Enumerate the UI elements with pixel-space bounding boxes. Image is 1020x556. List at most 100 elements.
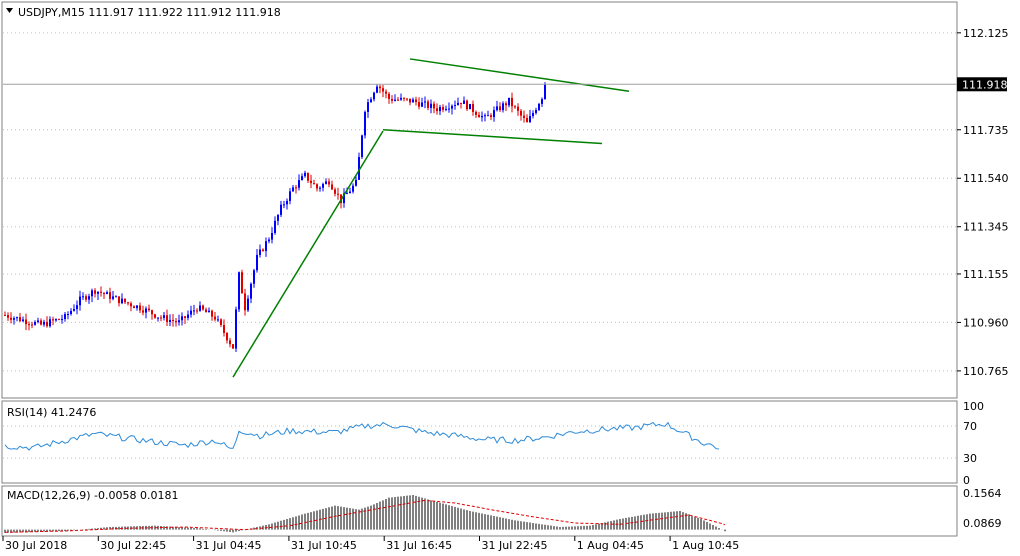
candle-bearish bbox=[415, 99, 417, 103]
candle-bearish bbox=[196, 310, 198, 312]
rsi-tick-label: 0 bbox=[963, 474, 970, 487]
candle-bullish bbox=[298, 180, 300, 188]
candle-bearish bbox=[130, 303, 132, 307]
candle-bullish bbox=[238, 272, 240, 310]
rsi-panel[interactable]: RSI(14) 41.2476 100 70 30 0 bbox=[1, 400, 984, 487]
time-tick-label: 1 Aug 10:45 bbox=[672, 539, 739, 552]
candle-bearish bbox=[418, 102, 420, 107]
price-tick-label: 110.960 bbox=[963, 316, 1009, 329]
candle-bearish bbox=[109, 292, 111, 299]
candle-bearish bbox=[172, 319, 174, 322]
candle-bullish bbox=[259, 249, 261, 255]
candle-bearish bbox=[388, 93, 390, 99]
candle-bearish bbox=[427, 101, 429, 108]
candle-bearish bbox=[409, 98, 411, 103]
candle-bullish bbox=[247, 298, 249, 311]
candle-bearish bbox=[472, 103, 474, 112]
rsi-tick-label: 70 bbox=[963, 420, 977, 433]
candle-bearish bbox=[382, 88, 384, 92]
candle-bullish bbox=[157, 317, 159, 319]
candle-bullish bbox=[481, 115, 483, 118]
candle-bullish bbox=[43, 321, 45, 325]
candle-bearish bbox=[19, 317, 21, 322]
candle-bearish bbox=[337, 193, 339, 195]
candle-bullish bbox=[532, 113, 534, 117]
macd-panel[interactable]: MACD(12,26,9) -0.0058 0.0181 0.1564 0.086… bbox=[1, 485, 1002, 537]
candle-bullish bbox=[394, 99, 396, 101]
candle-bearish bbox=[202, 305, 204, 310]
candle-bullish bbox=[250, 283, 252, 299]
candle-bullish bbox=[37, 320, 39, 322]
candle-bearish bbox=[100, 291, 102, 293]
candle-bullish bbox=[208, 310, 210, 313]
candle-bullish bbox=[82, 296, 84, 298]
candle-bullish bbox=[178, 320, 180, 323]
candle-bearish bbox=[385, 91, 387, 94]
candle-bearish bbox=[40, 320, 42, 325]
candle-bullish bbox=[454, 104, 456, 106]
candle-bullish bbox=[253, 270, 255, 284]
candle-bullish bbox=[370, 99, 372, 103]
candle-bullish bbox=[319, 187, 321, 189]
candle-bearish bbox=[103, 292, 105, 295]
candle-bearish bbox=[499, 106, 501, 111]
candle-bearish bbox=[151, 310, 153, 315]
candle-bullish bbox=[322, 183, 324, 188]
candle-bullish bbox=[508, 97, 510, 106]
candle-bullish bbox=[400, 97, 402, 100]
candle-bearish bbox=[52, 319, 54, 321]
candle-bullish bbox=[283, 204, 285, 206]
candle-bullish bbox=[301, 176, 303, 181]
candle-bullish bbox=[76, 305, 78, 309]
candle-bearish bbox=[166, 315, 168, 322]
candle-bearish bbox=[214, 316, 216, 320]
rsi-header: RSI(14) 41.2476 bbox=[7, 406, 96, 419]
candle-bearish bbox=[511, 97, 513, 107]
candle-bullish bbox=[277, 214, 279, 221]
candle-bullish bbox=[73, 308, 75, 311]
current-price-badge: 111.918 bbox=[957, 77, 1008, 92]
candle-bearish bbox=[139, 305, 141, 311]
candle-bearish bbox=[334, 189, 336, 194]
candle-bullish bbox=[355, 179, 357, 186]
candle-bullish bbox=[448, 108, 450, 110]
candle-bullish bbox=[349, 191, 351, 194]
time-tick-label: 31 Jul 04:45 bbox=[196, 539, 262, 552]
candle-bearish bbox=[517, 106, 519, 111]
candle-bearish bbox=[403, 97, 405, 99]
candle-bullish bbox=[451, 105, 453, 109]
candle-bearish bbox=[118, 296, 120, 304]
candle-bullish bbox=[496, 106, 498, 111]
candle-bullish bbox=[70, 310, 72, 315]
candle-bullish bbox=[181, 316, 183, 321]
collapse-triangle-icon[interactable] bbox=[6, 8, 13, 13]
candle-bearish bbox=[229, 340, 231, 345]
candle-bearish bbox=[436, 108, 438, 112]
time-tick-label: 30 Jul 22:45 bbox=[100, 539, 166, 552]
candle-bullish bbox=[376, 86, 378, 93]
candle-bullish bbox=[193, 310, 195, 312]
price-tick-label: 110.765 bbox=[963, 365, 1009, 378]
candle-bullish bbox=[187, 314, 189, 318]
candle-bullish bbox=[445, 108, 447, 110]
candle-bullish bbox=[361, 135, 363, 158]
impulse-line bbox=[232, 130, 384, 378]
candle-bearish bbox=[31, 324, 33, 326]
candle-bearish bbox=[205, 309, 207, 313]
candle-bullish bbox=[430, 103, 432, 108]
price-panel[interactable]: USDJPY,M15 111.917 111.922 111.912 111.9… bbox=[1, 1, 1009, 399]
candle-bearish bbox=[475, 111, 477, 115]
candle-bullish bbox=[106, 292, 108, 295]
candle-bearish bbox=[466, 100, 468, 110]
candle-bullish bbox=[544, 84, 546, 100]
candle-bearish bbox=[232, 344, 234, 349]
candle-bullish bbox=[13, 318, 15, 320]
candle-bearish bbox=[184, 316, 186, 318]
rsi-axis: 100 70 30 0 bbox=[963, 400, 984, 487]
candle-bullish bbox=[190, 310, 192, 315]
candle-bullish bbox=[502, 103, 504, 111]
candle-bearish bbox=[526, 117, 528, 123]
candle-bullish bbox=[22, 319, 24, 322]
price-tick-label: 112.125 bbox=[963, 27, 1009, 40]
